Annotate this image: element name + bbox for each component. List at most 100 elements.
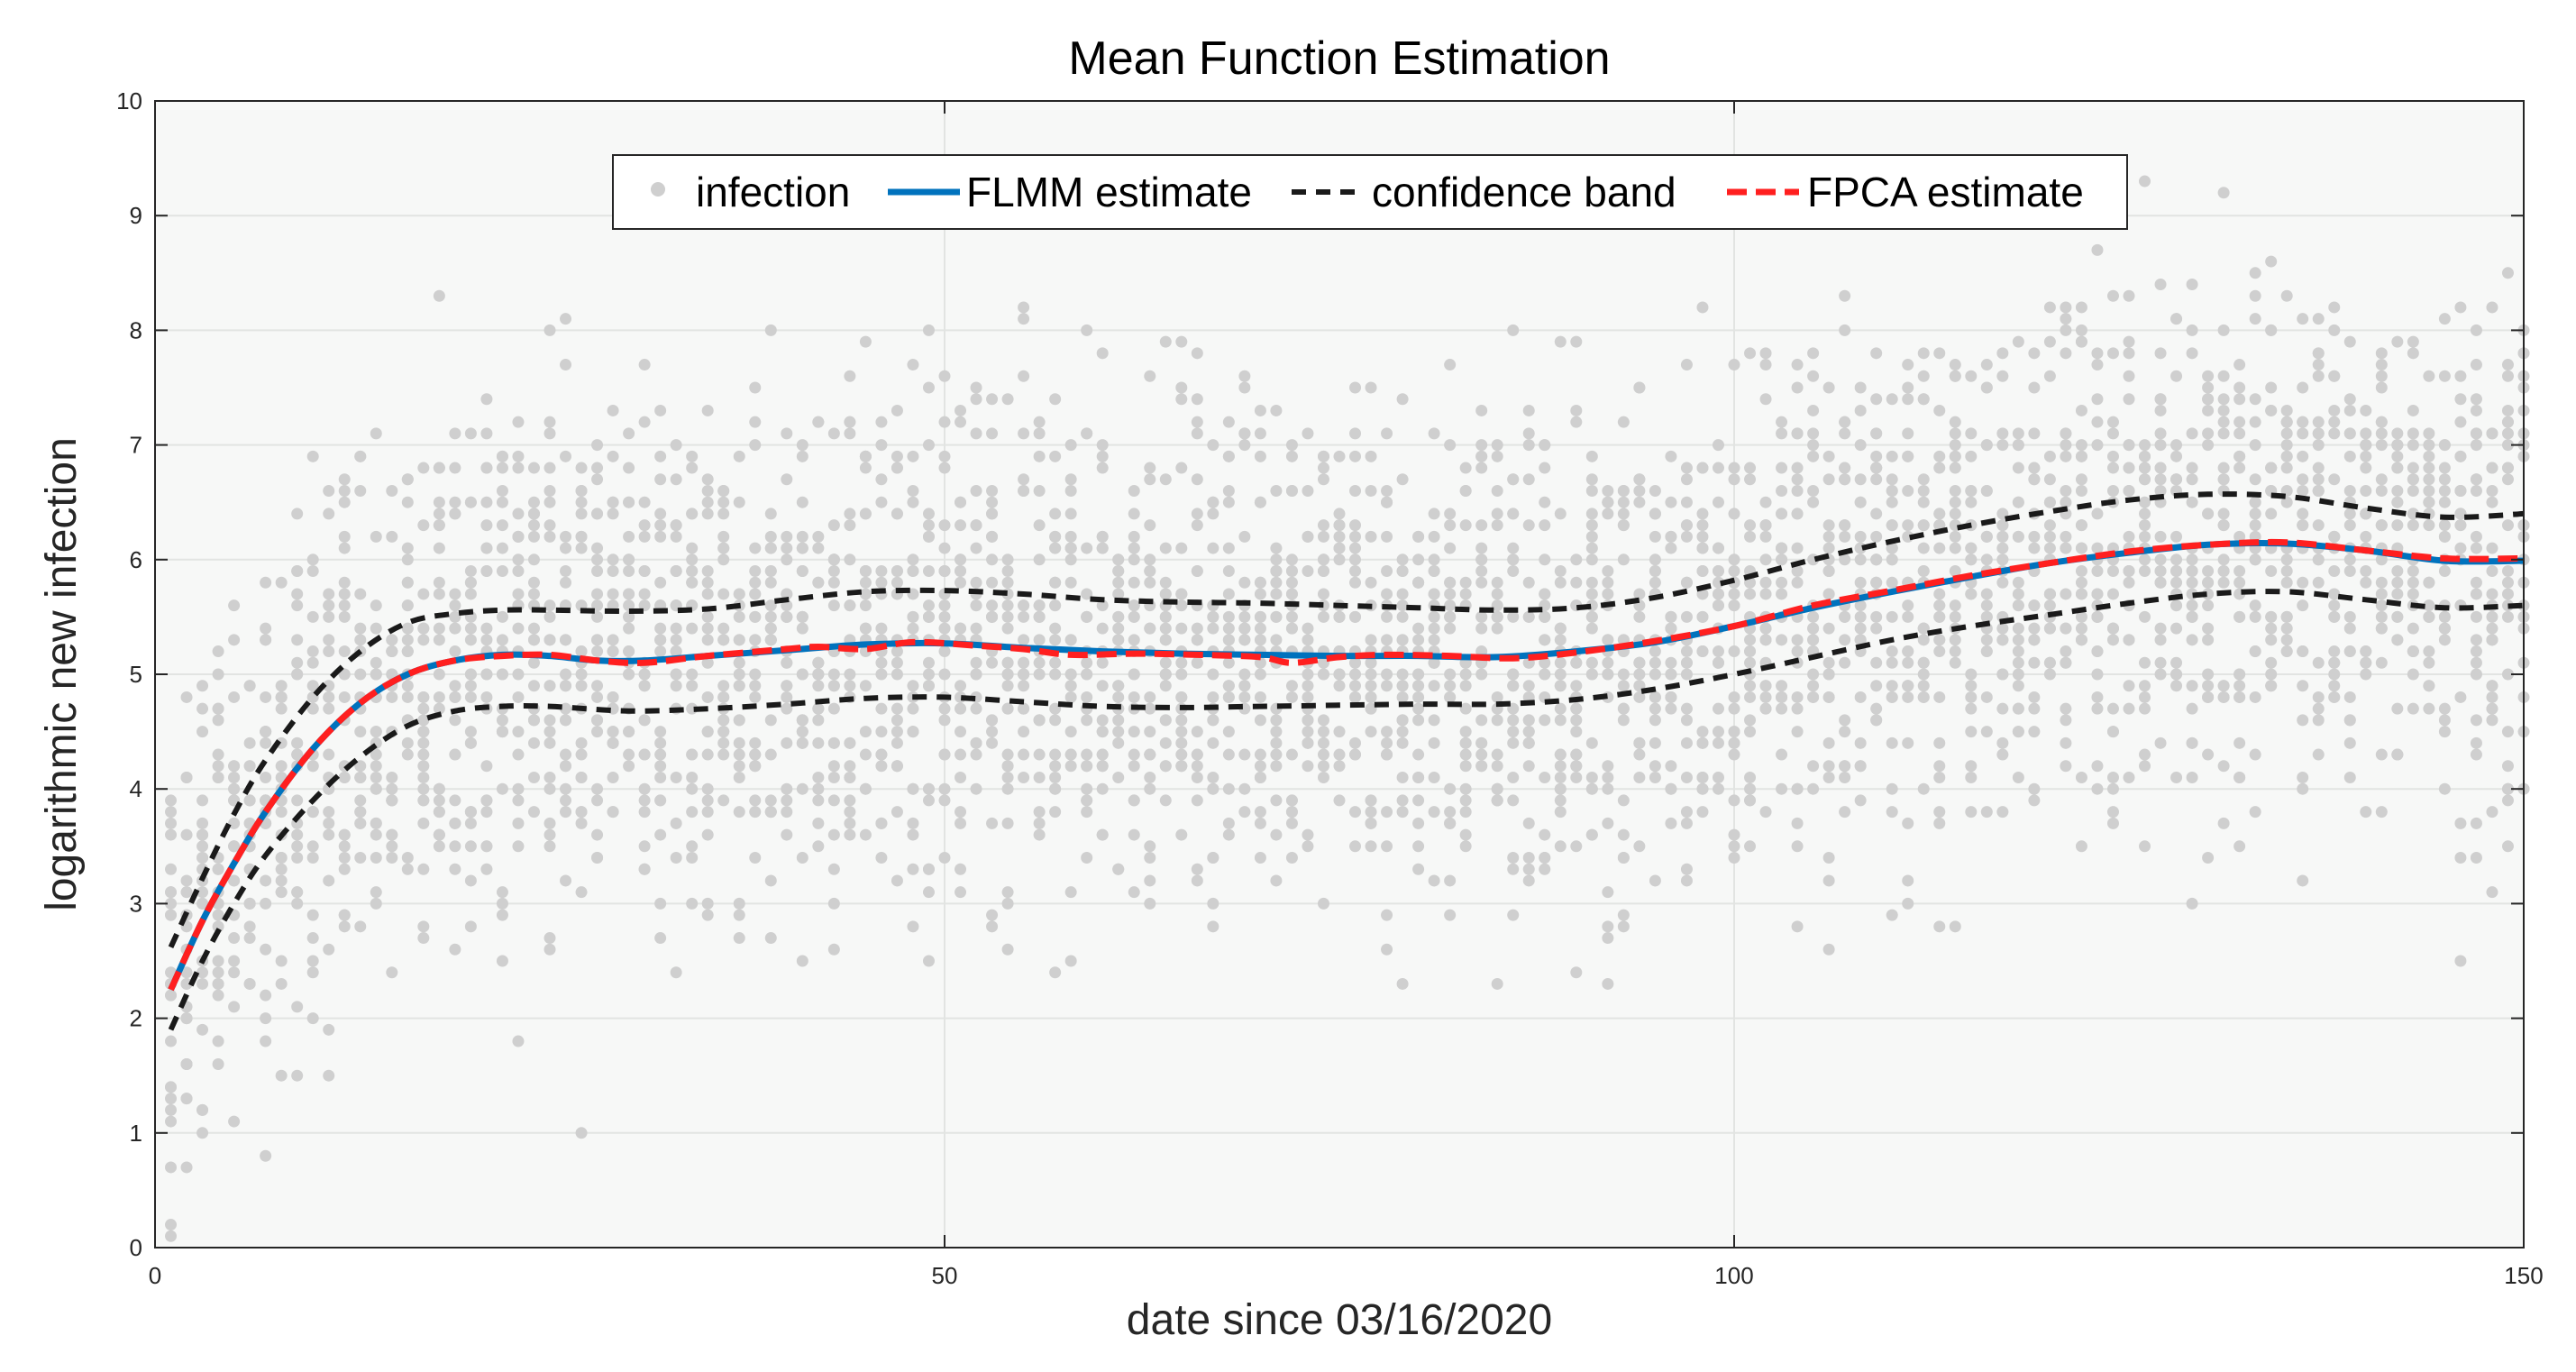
infection-point (2186, 279, 2198, 291)
infection-point (2265, 381, 2278, 394)
infection-point (1996, 542, 2009, 554)
infection-point (2060, 347, 2072, 360)
infection-point (196, 852, 209, 864)
infection-point (291, 840, 304, 853)
infection-point (2454, 955, 2467, 967)
infection-point (764, 542, 777, 554)
infection-point (827, 828, 840, 841)
infection-point (1428, 610, 1440, 623)
infection-point (859, 828, 872, 841)
infection-point (2123, 576, 2135, 589)
infection-point (1018, 656, 1030, 669)
infection-point (180, 1012, 193, 1025)
infection-point (2407, 645, 2419, 658)
infection-point (749, 381, 762, 394)
infection-point (1159, 335, 1172, 348)
infection-point (464, 634, 477, 646)
infection-point (512, 565, 525, 578)
infection-point (1444, 817, 1457, 829)
infection-point (1001, 599, 1014, 612)
infection-point (1886, 656, 1898, 669)
infection-point (1254, 806, 1266, 819)
infection-point (1222, 691, 1235, 703)
infection-point (1602, 886, 1614, 899)
infection-point (2233, 736, 2246, 749)
infection-point (1696, 645, 1709, 658)
infection-point (417, 794, 430, 807)
infection-point (544, 462, 556, 474)
infection-point (1854, 473, 1867, 486)
infection-point (2343, 736, 2356, 749)
infection-point (623, 553, 635, 566)
infection-point (1902, 450, 1914, 462)
infection-point (2060, 656, 2072, 669)
infection-point (2407, 668, 2419, 681)
infection-point (1996, 427, 2009, 440)
chart-title: Mean Function Estimation (1068, 32, 1610, 85)
infection-point (2328, 404, 2341, 416)
infection-point (907, 565, 919, 578)
infection-point (922, 439, 935, 452)
legend-marker-infection (651, 182, 665, 197)
infection-point (670, 439, 682, 452)
infection-point (2075, 450, 2087, 462)
infection-point (165, 806, 178, 819)
infection-point (1285, 565, 1298, 578)
infection-point (2438, 313, 2451, 325)
infection-point (2170, 313, 2183, 325)
infection-point (1222, 450, 1235, 462)
infection-point (2217, 691, 2230, 703)
infection-point (228, 840, 241, 853)
infection-point (2375, 656, 2388, 669)
infection-point (2360, 645, 2372, 658)
infection-point (464, 736, 477, 749)
infection-point (1902, 817, 1914, 829)
infection-point (2202, 668, 2215, 681)
infection-point (1570, 966, 1583, 979)
infection-point (2233, 565, 2246, 578)
infection-point (891, 404, 903, 416)
infection-point (1222, 817, 1235, 829)
infection-point (575, 508, 588, 520)
infection-point (544, 817, 556, 829)
infection-point (1128, 610, 1140, 623)
infection-point (1112, 714, 1125, 727)
infection-point (2343, 645, 2356, 658)
infection-point (1112, 634, 1125, 646)
infection-point (417, 726, 430, 738)
infection-point (1696, 462, 1709, 474)
infection-point (1980, 484, 1993, 497)
infection-point (2154, 439, 2167, 452)
infection-point (1680, 645, 1693, 658)
infection-point (449, 943, 461, 956)
infection-point (1491, 588, 1503, 600)
infection-point (1349, 565, 1362, 578)
infection-point (2154, 462, 2167, 474)
infection-point (638, 748, 651, 761)
infection-point (1680, 656, 1693, 669)
infection-point (196, 680, 209, 692)
infection-point (2312, 473, 2325, 486)
infection-point (1522, 439, 1535, 452)
infection-point (1238, 427, 1251, 440)
infection-point (1744, 473, 1757, 486)
infection-point (875, 852, 888, 864)
infection-point (401, 553, 414, 566)
infection-point (733, 668, 745, 681)
infection-point (527, 496, 540, 508)
infection-point (449, 714, 461, 727)
infection-point (1902, 599, 1914, 612)
infection-point (1996, 668, 2009, 681)
infection-point (749, 610, 762, 623)
infection-point (512, 668, 525, 681)
infection-point (512, 462, 525, 474)
infection-point (1428, 427, 1440, 440)
infection-point (1680, 610, 1693, 623)
infection-point (2470, 427, 2482, 440)
infection-point (433, 828, 445, 841)
infection-point (907, 726, 919, 738)
infection-point (1191, 771, 1203, 783)
infection-point (844, 370, 856, 382)
infection-point (260, 634, 272, 646)
infection-point (2343, 691, 2356, 703)
